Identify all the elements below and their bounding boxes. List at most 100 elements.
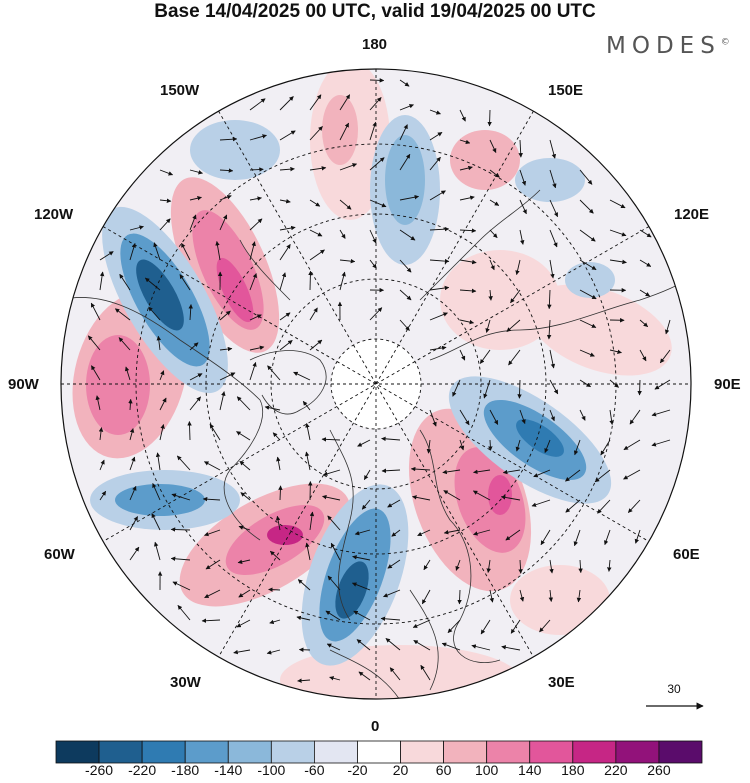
wind-arrow: [309, 511, 315, 531]
wind-arrow: [304, 451, 311, 471]
wind-arrow: [459, 195, 475, 201]
wind-arrow: [531, 499, 551, 507]
wind-arrow: [399, 79, 410, 87]
wind-arrow: [410, 466, 431, 472]
wind-arrow: [399, 194, 420, 201]
wind-arrow: [309, 166, 327, 171]
wind-arrow: [381, 468, 401, 474]
wind-arrow: [429, 132, 443, 141]
wind-arrow: [129, 428, 135, 441]
wind-arrow: [489, 589, 494, 603]
wind-arrow: [309, 307, 318, 321]
wind-arrow: [429, 409, 437, 427]
reference-vector: 30: [641, 682, 707, 718]
wind-arrow: [170, 527, 191, 532]
wind-arrow: [330, 542, 341, 561]
wind-arrow: [546, 319, 552, 340]
wind-arrow: [483, 379, 491, 399]
wind-arrow: [305, 422, 311, 441]
wind-arrow: [219, 168, 234, 173]
colorbar-segment: [658, 740, 703, 764]
wind-arrow: [148, 306, 161, 321]
wind-arrow: [659, 349, 671, 364]
wind-arrow: [472, 490, 491, 501]
wind-arrow: [309, 199, 321, 207]
wind-arrow: [623, 439, 641, 451]
wind-arrow: [609, 199, 626, 209]
wind-arrow: [399, 124, 408, 141]
wind-arrow: [443, 490, 461, 501]
label-180: 180: [362, 36, 388, 53]
wind-arrow: [500, 495, 521, 501]
wind-arrow: [412, 495, 431, 501]
wind-arrow: [151, 513, 161, 531]
wind-arrow: [249, 345, 265, 351]
colorbar-tick-label: 180: [561, 762, 585, 778]
wind-arrow: [339, 94, 351, 111]
wind-arrow: [489, 199, 500, 206]
wind-arrow: [181, 242, 191, 261]
wind-arrow: [471, 644, 491, 651]
wind-arrow: [510, 289, 521, 304]
label-90w: 90W: [8, 376, 39, 393]
wind-arrow: [264, 405, 281, 411]
colorbar-segment: [98, 740, 143, 764]
wind-arrow: [187, 421, 192, 441]
wind-arrow: [269, 550, 281, 561]
wind-arrow: [459, 409, 470, 426]
wind-arrow: [565, 469, 581, 482]
wind-arrow: [170, 556, 191, 561]
reference-vector-label: 30: [667, 682, 681, 696]
wind-arrow: [479, 349, 491, 364]
wind-arrow: [579, 199, 594, 214]
wind-vectors: [87, 78, 671, 683]
colorbar-segment: [55, 740, 100, 764]
wind-arrow: [95, 395, 101, 411]
wind-arrow: [429, 226, 450, 232]
wind-arrow: [204, 529, 221, 537]
wind-arrow: [639, 229, 652, 238]
wind-arrow: [489, 229, 498, 239]
wind-arrow: [171, 493, 191, 501]
wind-arrow: [459, 349, 466, 361]
wind-arrow: [219, 372, 236, 381]
wind-arrow: [519, 589, 525, 602]
colorbar-tick-label: -220: [128, 762, 157, 778]
wind-arrow: [356, 639, 371, 651]
wind-arrow: [609, 229, 627, 237]
wind-arrow: [597, 499, 611, 514]
wind-arrow: [172, 581, 191, 591]
wind-arrow: [176, 455, 191, 471]
wind-arrow: [249, 241, 256, 261]
wind-arrow: [124, 366, 131, 381]
wind-arrow: [339, 229, 346, 239]
wind-arrow: [594, 469, 611, 483]
wind-arrow: [152, 482, 161, 501]
wind-arrow: [399, 153, 411, 171]
wind-arrow: [129, 225, 144, 231]
wind-arrow: [519, 229, 525, 245]
wind-arrow: [155, 452, 161, 471]
wind-arrow: [189, 373, 203, 381]
wind-arrow: [205, 559, 221, 570]
wind-arrow: [391, 529, 401, 537]
wind-arrow: [279, 340, 293, 351]
wind-arrow: [549, 199, 559, 218]
wind-arrow: [369, 259, 377, 269]
wind-arrow: [297, 678, 311, 683]
wind-arrow: [639, 349, 647, 362]
label-120w: 120W: [34, 206, 74, 223]
wind-arrow: [579, 379, 591, 388]
wind-arrow: [249, 314, 262, 321]
wind-arrow: [351, 582, 371, 591]
wind-arrow: [429, 285, 450, 291]
wind-arrow: [249, 218, 263, 231]
wind-arrow: [604, 529, 611, 546]
wind-arrow: [459, 288, 477, 294]
wind-arrow: [413, 640, 431, 651]
colorbar-tick-label: -20: [347, 762, 368, 778]
wind-arrow: [238, 525, 251, 531]
wind-arrow: [664, 319, 671, 335]
wind-arrow: [609, 349, 622, 354]
wind-arrow: [634, 529, 641, 544]
